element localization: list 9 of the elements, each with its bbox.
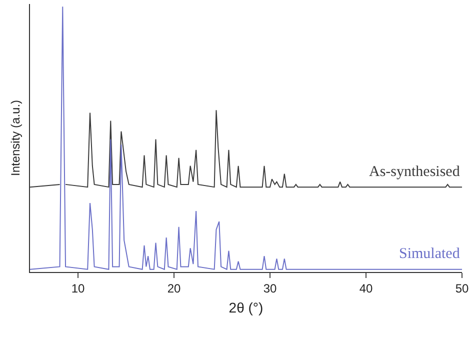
x-tick-label: 10 — [71, 281, 85, 296]
x-tick-label: 30 — [263, 281, 277, 296]
series-label: As-synthesised — [369, 164, 460, 180]
x-tick-label: 20 — [167, 281, 181, 296]
x-axis-title: 2θ (°) — [228, 300, 264, 316]
x-tick-label: 40 — [359, 281, 373, 296]
x-tick-label: 50 — [455, 281, 469, 296]
series-label: Simulated — [399, 246, 460, 262]
y-axis-title: Intensity (a.u.) — [8, 100, 22, 176]
